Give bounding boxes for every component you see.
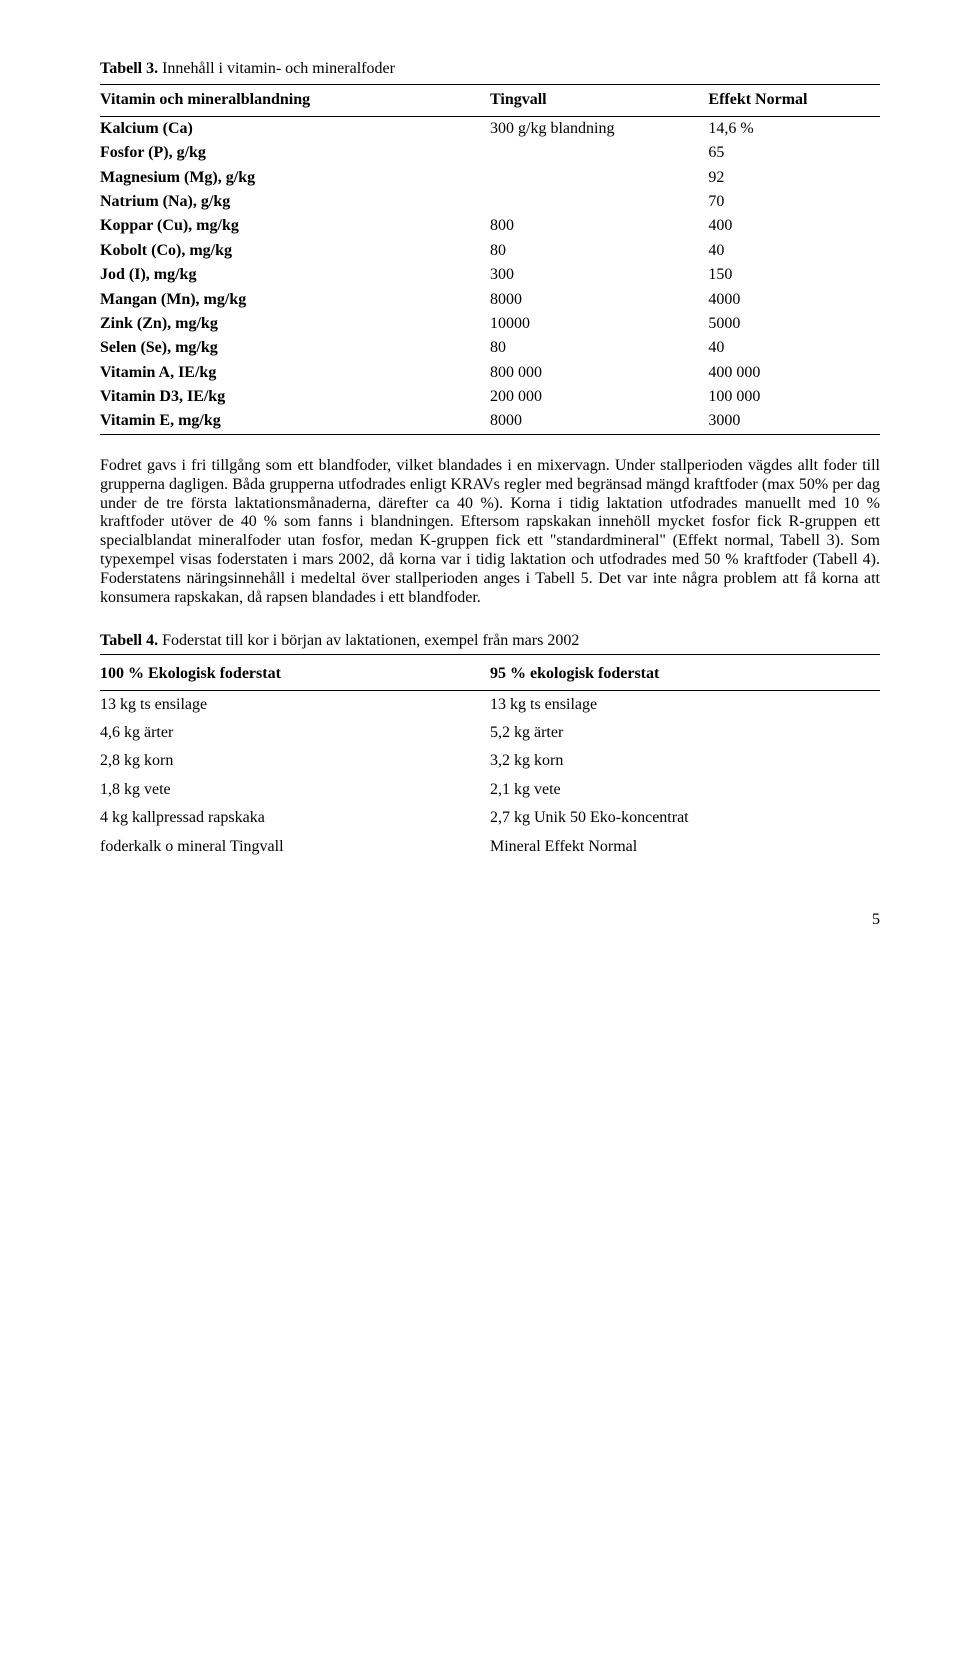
table3-head-c1: Vitamin och mineralblandning [100, 85, 490, 116]
table3-caption: Tabell 3. Innehåll i vitamin- och minera… [100, 60, 880, 78]
table3-caption-rest: Innehåll i vitamin- och mineralfoder [158, 60, 395, 77]
table3-label: Magnesium (Mg), g/kg [100, 166, 490, 190]
table3-tingvall: 300 g/kg blandning [490, 116, 708, 141]
table3-label: Jod (I), mg/kg [100, 263, 490, 287]
table4-head-l: 100 % Ekologisk foderstat [100, 661, 490, 690]
table4-caption: Tabell 4. Foderstat till kor i början av… [100, 632, 880, 655]
table3-tingvall: 8000 [490, 288, 708, 312]
table3-tingvall: 800 000 [490, 361, 708, 385]
table4-right: 3,2 kg korn [490, 747, 880, 775]
table-row: foderkalk o mineral TingvallMineral Effe… [100, 833, 880, 861]
table3-caption-bold: Tabell 3. [100, 60, 158, 77]
table3-effekt: 400 [708, 214, 880, 238]
table4-left: 4 kg kallpressad rapskaka [100, 804, 490, 832]
table-row: Koppar (Cu), mg/kg800400 [100, 214, 880, 238]
table3-label: Vitamin A, IE/kg [100, 361, 490, 385]
table4-caption-bold: Tabell 4. [100, 632, 158, 649]
table3-effekt: 4000 [708, 288, 880, 312]
table-row: Selen (Se), mg/kg8040 [100, 336, 880, 360]
table3-head-c3: Effekt Normal [708, 85, 880, 116]
table3-tingvall: 800 [490, 214, 708, 238]
table-row: 2,8 kg korn3,2 kg korn [100, 747, 880, 775]
table3-tingvall: 200 000 [490, 385, 708, 409]
table4-left: 2,8 kg korn [100, 747, 490, 775]
table-row: Mangan (Mn), mg/kg80004000 [100, 288, 880, 312]
table3-effekt: 400 000 [708, 361, 880, 385]
table3: Vitamin och mineralblandning Tingvall Ef… [100, 84, 880, 434]
table-row: Magnesium (Mg), g/kg 92 [100, 166, 880, 190]
table3-effekt: 5000 [708, 312, 880, 336]
table-row: Jod (I), mg/kg300150 [100, 263, 880, 287]
table4-head-r: 95 % ekologisk foderstat [490, 661, 880, 690]
table3-tingvall: 10000 [490, 312, 708, 336]
table3-effekt: 92 [708, 166, 880, 190]
table3-label: Vitamin D3, IE/kg [100, 385, 490, 409]
table3-effekt: 100 000 [708, 385, 880, 409]
table-row: Zink (Zn), mg/kg100005000 [100, 312, 880, 336]
table-row: 4,6 kg ärter5,2 kg ärter [100, 719, 880, 747]
table4-right: Mineral Effekt Normal [490, 833, 880, 861]
table4-right: 2,1 kg vete [490, 776, 880, 804]
table-row: Kalcium (Ca)300 g/kg blandning14,6 % [100, 116, 880, 141]
table-row: 13 kg ts ensilage13 kg ts ensilage [100, 690, 880, 719]
table-row: 1,8 kg vete2,1 kg vete [100, 776, 880, 804]
table3-effekt: 14,6 % [708, 116, 880, 141]
table3-head-c2: Tingvall [490, 85, 708, 116]
table3-tingvall [490, 166, 708, 190]
table-row: Kobolt (Co), mg/kg8040 [100, 239, 880, 263]
table3-effekt: 65 [708, 141, 880, 165]
page-number: 5 [100, 911, 880, 929]
table4-left: 13 kg ts ensilage [100, 690, 490, 719]
table4-left: 1,8 kg vete [100, 776, 490, 804]
table3-effekt: 40 [708, 336, 880, 360]
table3-tingvall: 80 [490, 336, 708, 360]
table3-tingvall: 300 [490, 263, 708, 287]
table-row: Vitamin E, mg/kg80003000 [100, 409, 880, 434]
table3-label: Vitamin E, mg/kg [100, 409, 490, 434]
table4-left: foderkalk o mineral Tingvall [100, 833, 490, 861]
table3-label: Kalcium (Ca) [100, 116, 490, 141]
table4-right: 13 kg ts ensilage [490, 690, 880, 719]
body-paragraph: Fodret gavs i fri tillgång som ett bland… [100, 457, 880, 608]
table3-label: Koppar (Cu), mg/kg [100, 214, 490, 238]
table4-right: 2,7 kg Unik 50 Eko-koncentrat [490, 804, 880, 832]
table-row: Fosfor (P), g/kg 65 [100, 141, 880, 165]
table3-effekt: 40 [708, 239, 880, 263]
table3-label: Mangan (Mn), mg/kg [100, 288, 490, 312]
table3-label: Natrium (Na), g/kg [100, 190, 490, 214]
table3-effekt: 70 [708, 190, 880, 214]
table4-right: 5,2 kg ärter [490, 719, 880, 747]
table-row: Vitamin D3, IE/kg200 000100 000 [100, 385, 880, 409]
table-row: 4 kg kallpressad rapskaka2,7 kg Unik 50 … [100, 804, 880, 832]
table-row: Natrium (Na), g/kg 70 [100, 190, 880, 214]
table4: 100 % Ekologisk foderstat 95 % ekologisk… [100, 661, 880, 861]
table-row: Vitamin A, IE/kg800 000400 000 [100, 361, 880, 385]
table3-tingvall [490, 141, 708, 165]
table3-label: Selen (Se), mg/kg [100, 336, 490, 360]
table4-left: 4,6 kg ärter [100, 719, 490, 747]
table3-tingvall [490, 190, 708, 214]
table3-effekt: 150 [708, 263, 880, 287]
table4-caption-rest: Foderstat till kor i början av laktation… [158, 632, 579, 649]
table3-tingvall: 8000 [490, 409, 708, 434]
table3-effekt: 3000 [708, 409, 880, 434]
table3-label: Fosfor (P), g/kg [100, 141, 490, 165]
table3-label: Zink (Zn), mg/kg [100, 312, 490, 336]
table3-tingvall: 80 [490, 239, 708, 263]
table3-label: Kobolt (Co), mg/kg [100, 239, 490, 263]
